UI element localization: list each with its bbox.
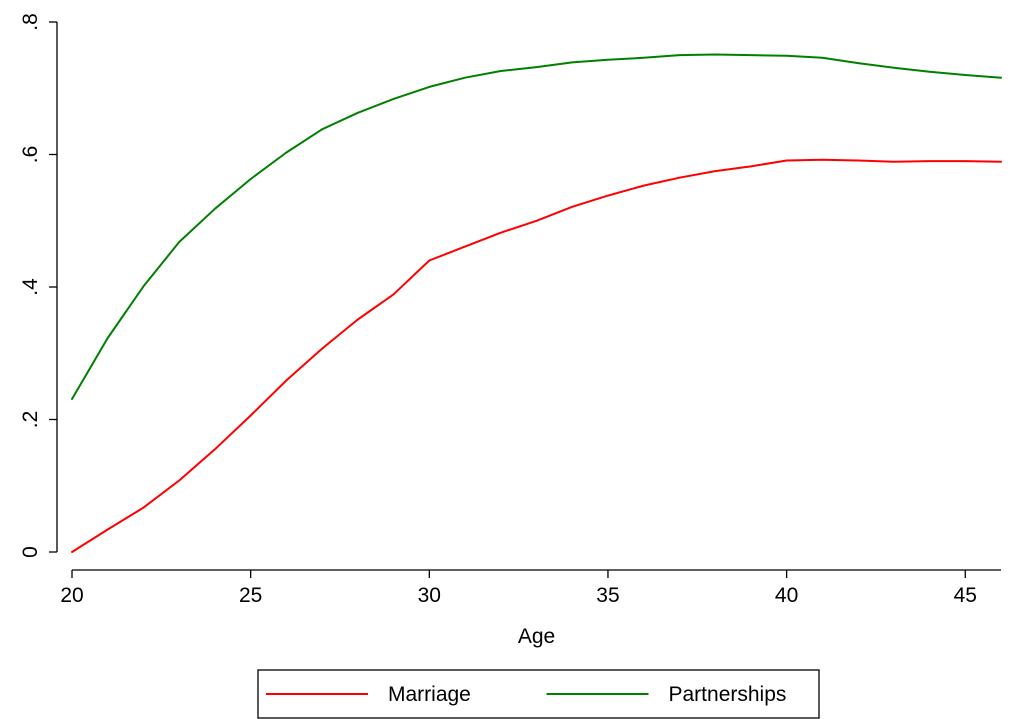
- series-line-partnerships: [71, 53, 1002, 400]
- x-axis-title: Age: [518, 625, 555, 648]
- y-tick-label: .6: [19, 146, 42, 164]
- legend-label-marriage: Marriage: [388, 683, 471, 706]
- x-tick-label: 40: [775, 584, 798, 607]
- legend-items: Marriage Partnerships: [266, 683, 786, 706]
- y-axis-ticks: 0 .2 .4 .6 .8: [19, 13, 57, 558]
- y-tick-label: .4: [19, 278, 42, 296]
- legend-label-partnerships: Partnerships: [669, 683, 787, 706]
- x-tick-label: 25: [239, 584, 262, 607]
- x-tick-label: 20: [60, 584, 83, 607]
- y-tick-label: .2: [19, 411, 42, 429]
- series-line-marriage: [71, 158, 1002, 553]
- axes: 0 .2 .4 .6 .8 20 25 30 35 40 45 Age: [19, 13, 1001, 648]
- legend: Marriage Partnerships: [257, 669, 820, 719]
- x-tick-label: 35: [596, 584, 619, 607]
- y-tick-label: .8: [19, 13, 42, 31]
- y-tick-label: 0: [19, 546, 42, 558]
- plot-lines: [71, 53, 1002, 553]
- x-tick-label: 45: [954, 584, 977, 607]
- x-axis-ticks: 20 25 30 35 40 45: [60, 570, 977, 607]
- x-tick-label: 30: [418, 584, 441, 607]
